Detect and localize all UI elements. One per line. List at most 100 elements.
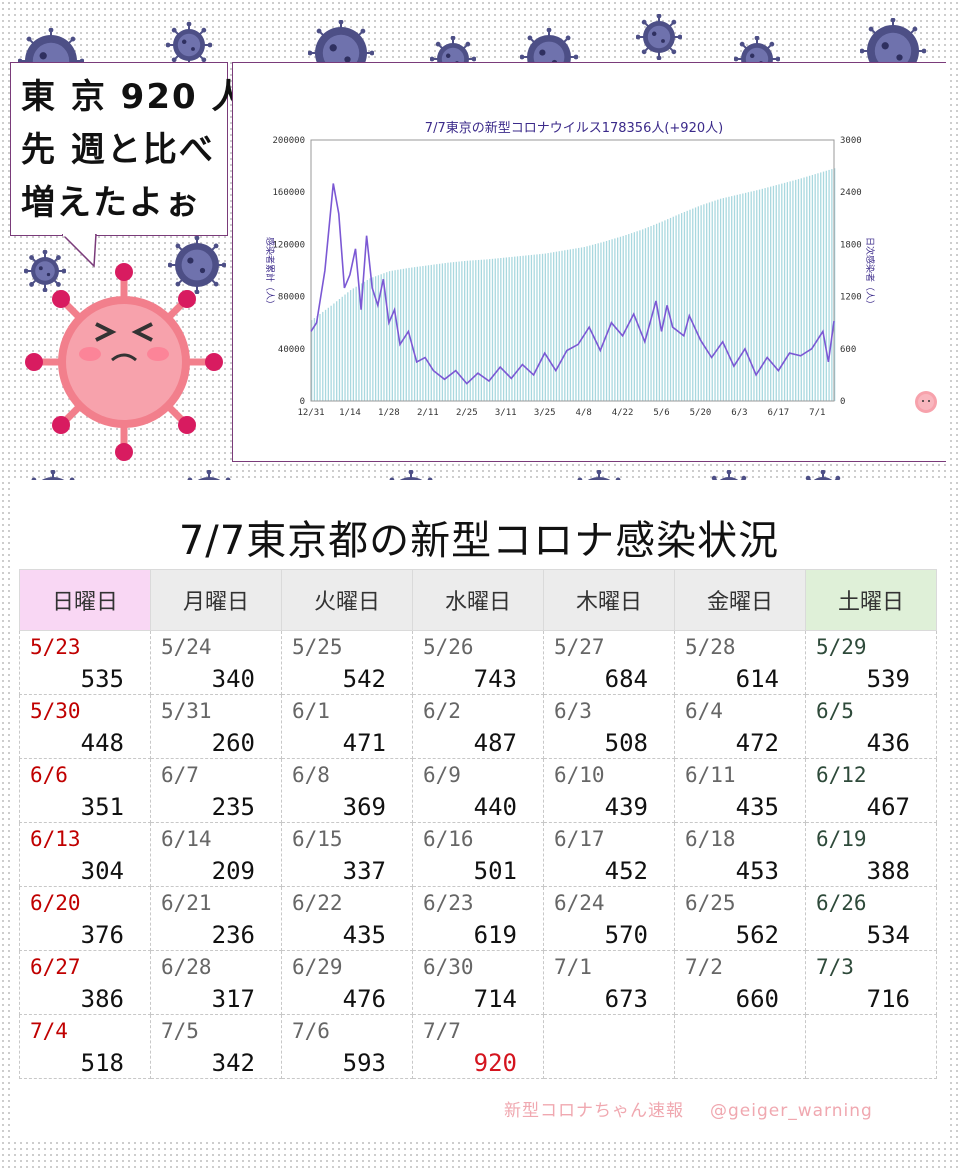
cumulative-bar	[358, 285, 360, 401]
cumulative-bar	[775, 185, 777, 401]
cumulative-bar	[680, 213, 683, 401]
cumulative-bar	[628, 234, 630, 401]
cumulative-bar	[603, 241, 605, 401]
day-case-count: 436	[866, 729, 910, 757]
day-case-count: 570	[604, 921, 648, 949]
cumulative-bar	[544, 253, 546, 401]
cumulative-bar	[644, 228, 647, 401]
cumulative-bar	[608, 240, 610, 401]
cumulative-bar	[672, 216, 674, 401]
cumulative-bar	[569, 249, 572, 401]
cumulative-bar	[539, 254, 541, 401]
day-date: 6/10	[554, 763, 605, 787]
cumulative-bar	[575, 248, 577, 401]
day-date: 6/2	[423, 699, 461, 723]
day-case-count: 476	[342, 985, 386, 1013]
cumulative-bar	[511, 256, 513, 401]
calendar-week-row: 6/27 386 6/28 317 6/29 476 6/30 714 7/1 673 7/2 660…	[19, 950, 937, 1015]
day-cell: 5/31 260	[150, 694, 282, 759]
table-title: 7/7東京都の新型コロナ感染状況	[178, 518, 780, 564]
x-tick-label: 6/17	[768, 408, 790, 418]
axis-ticks: 0 40000 80000 120000 160000 200000 0 600 1200 180…	[272, 136, 861, 418]
cumulative-bar	[555, 251, 558, 401]
cumulative-bar	[642, 229, 644, 401]
right-tick-label: 0	[840, 397, 845, 407]
left-axis-label: 感染者累計（人）	[264, 237, 276, 309]
cumulative-bar	[739, 194, 741, 401]
cumulative-bar	[711, 201, 713, 401]
cases-chart: 7/7東京の新型コロナウイルス178356人(+920人) 0 40000 8000…	[264, 120, 876, 418]
cumulative-bar	[742, 193, 744, 401]
virus-icon	[636, 14, 682, 60]
day-case-count: 435	[342, 921, 386, 949]
weekday-header: 火曜日	[281, 569, 413, 631]
cumulative-bar	[330, 305, 332, 401]
day-cell: 6/22 435	[281, 886, 413, 951]
day-cell: 7/6 593	[281, 1014, 413, 1079]
day-cell: 6/10 439	[543, 758, 675, 823]
day-case-count: 518	[80, 1049, 124, 1077]
left-tick-label: 0	[300, 397, 305, 407]
cumulative-bar	[352, 288, 355, 401]
left-tick-label: 160000	[272, 188, 305, 198]
day-case-count: 542	[342, 665, 386, 693]
right-tick-label: 1800	[840, 240, 862, 250]
x-tick-label: 1/28	[378, 408, 400, 418]
day-date: 7/1	[554, 955, 592, 979]
cumulative-bar	[639, 230, 641, 401]
headline-bubble: 東 京 920 人 先 週と比べ 増えたよぉ	[10, 62, 245, 236]
day-date: 6/21	[161, 891, 212, 915]
day-cell: 7/2 660	[674, 950, 806, 1015]
footer-credit: 新型コロナちゃん速報 @geiger_warning	[504, 1096, 873, 1121]
weekday-header: 月曜日	[150, 569, 282, 631]
cumulative-bar	[664, 220, 666, 401]
cumulative-bar	[770, 186, 772, 401]
cumulative-bar	[400, 269, 402, 401]
day-date: 6/12	[816, 763, 867, 787]
day-cell: 6/24 570	[543, 886, 675, 951]
cumulative-bar	[336, 301, 338, 401]
day-date: 5/26	[423, 635, 474, 659]
cumulative-bar	[797, 179, 800, 401]
cumulative-bar	[411, 267, 413, 401]
day-cell: 5/29 539	[805, 630, 937, 695]
day-date: 6/22	[292, 891, 343, 915]
cumulative-bar	[383, 273, 385, 401]
left-tick-label: 80000	[278, 293, 305, 303]
day-cell: 5/23 535	[19, 630, 151, 695]
day-cell: 5/26 743	[412, 630, 544, 695]
cumulative-bar	[497, 258, 499, 401]
cumulative-bar	[792, 180, 794, 401]
day-date: 6/9	[423, 763, 461, 787]
cumulative-bar	[324, 309, 327, 401]
cumulative-bar	[483, 259, 485, 401]
cumulative-bar	[572, 248, 574, 401]
cumulative-bar	[761, 188, 763, 401]
cumulative-bar	[611, 239, 613, 401]
day-case-count: 439	[604, 793, 648, 821]
day-case-count: 508	[604, 729, 648, 757]
day-date: 6/15	[292, 827, 343, 851]
day-cell: 6/18 453	[674, 822, 806, 887]
cumulative-bar	[820, 172, 822, 401]
x-tick-label: 3/25	[534, 408, 556, 418]
cumulative-bar	[458, 261, 460, 401]
day-cell: 6/1 471	[281, 694, 413, 759]
day-date: 5/27	[554, 635, 605, 659]
cumulative-bar	[391, 270, 393, 401]
cumulative-bar	[822, 171, 825, 401]
virus-icon	[168, 236, 226, 294]
cumulative-bar	[338, 299, 341, 401]
day-date: 6/14	[161, 827, 212, 851]
cumulative-bar	[619, 236, 622, 401]
cumulative-bar	[472, 260, 474, 401]
cumulative-bar	[808, 175, 811, 401]
day-date: 7/4	[30, 1019, 68, 1043]
cumulative-bar	[380, 274, 382, 401]
day-date: 7/3	[816, 955, 854, 979]
day-case-count: 386	[80, 985, 124, 1013]
day-case-count: 534	[866, 921, 910, 949]
cumulative-bar	[831, 169, 833, 401]
day-cell: 6/17 452	[543, 822, 675, 887]
day-date: 5/23	[30, 635, 81, 659]
